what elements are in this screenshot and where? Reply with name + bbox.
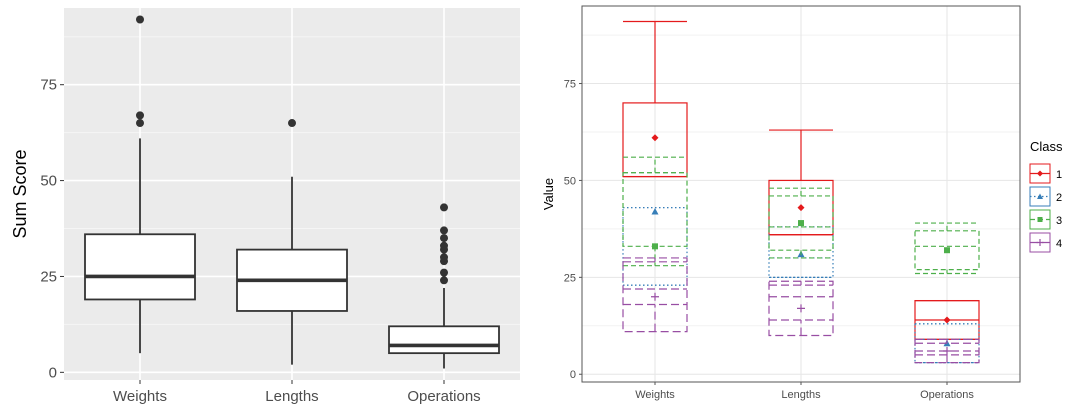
x-tick-label: Operations xyxy=(407,388,480,405)
y-tick-label: 50 xyxy=(40,173,57,190)
box-class-3 xyxy=(914,230,980,271)
mean-marker-class-1 xyxy=(797,204,805,212)
box-class-2 xyxy=(914,323,980,364)
y-tick-label: 25 xyxy=(564,272,576,284)
outlier-point xyxy=(440,234,448,243)
box-class-4 xyxy=(768,280,834,337)
x-tick-label: Operations xyxy=(920,389,974,401)
mean-marker-class-3 xyxy=(652,243,658,250)
box-class-3 xyxy=(768,195,834,251)
outlier-point xyxy=(136,119,144,128)
outlier-point xyxy=(440,226,448,235)
mean-marker-class-4 xyxy=(797,304,805,313)
outlier-point xyxy=(440,253,448,262)
legend-key-marker xyxy=(1037,193,1043,199)
legend-label: 1 xyxy=(1056,169,1062,181)
y-tick-label: 75 xyxy=(564,79,576,91)
mean-marker-class-2 xyxy=(651,207,659,215)
right-grouped-boxplot-chart: 0 25 50 75 Weights Lengths Operations Value xyxy=(541,5,1021,401)
class-legend: Class 1 2 3 4 xyxy=(1029,139,1063,253)
outlier-point xyxy=(440,203,448,212)
box-weights xyxy=(84,233,196,301)
y-axis-title: Sum Score xyxy=(10,149,30,238)
legend-label: 4 xyxy=(1056,238,1062,250)
mean-marker-class-4 xyxy=(943,346,951,355)
legend-key-marker xyxy=(1037,170,1043,177)
y-axis-title: Value xyxy=(541,178,556,210)
legend-key-marker xyxy=(1037,217,1043,222)
outlier-point xyxy=(288,119,296,128)
box-class-4 xyxy=(622,257,688,333)
outlier-point xyxy=(440,241,448,250)
outlier-point xyxy=(440,276,448,285)
legend-title: Class xyxy=(1030,139,1063,154)
outlier-point xyxy=(440,268,448,277)
box-operations xyxy=(388,325,500,355)
y-tick-label: 75 xyxy=(40,77,57,94)
y-tick-label: 0 xyxy=(570,369,576,381)
left-boxplot-chart: 0 25 50 75 Weights Lengths Operations Sum Score xyxy=(10,8,520,405)
panel-border xyxy=(581,5,1021,383)
outlier-point xyxy=(136,15,144,24)
mean-marker-class-3 xyxy=(798,220,804,227)
legend-key-marker xyxy=(1036,239,1044,246)
outlier-point xyxy=(136,111,144,120)
mean-marker-class-1 xyxy=(651,134,659,142)
mean-marker-class-1 xyxy=(943,316,951,324)
legend-label: 2 xyxy=(1056,192,1062,204)
x-tick-label: Lengths xyxy=(265,388,318,405)
y-tick-label: 25 xyxy=(40,268,57,285)
mean-marker-class-4 xyxy=(651,292,659,301)
x-tick-label: Lengths xyxy=(781,389,821,401)
y-tick-label: 50 xyxy=(564,175,576,187)
legend-label: 3 xyxy=(1056,215,1062,227)
mean-marker-class-3 xyxy=(944,247,950,254)
y-tick-label: 0 xyxy=(49,364,57,381)
x-tick-label: Weights xyxy=(113,388,167,405)
x-tick-label: Weights xyxy=(635,389,675,401)
